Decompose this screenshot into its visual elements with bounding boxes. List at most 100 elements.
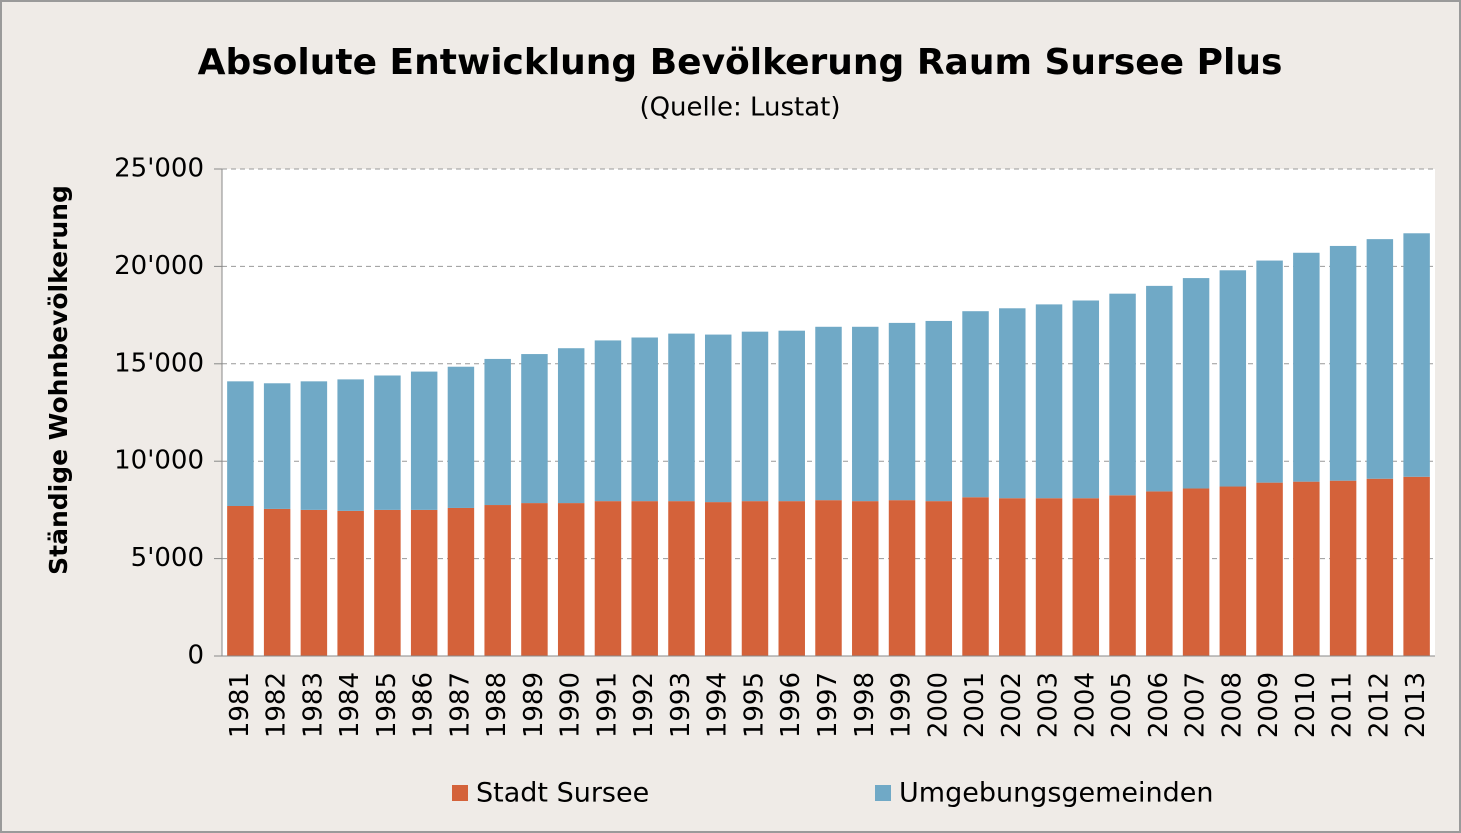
bar-segment	[263, 508, 291, 656]
bar-segment	[668, 501, 695, 656]
bar-segment	[1403, 476, 1430, 656]
x-tick-label: 2006	[1144, 672, 1174, 738]
x-tick-label: 2009	[1254, 672, 1284, 738]
bar-segment	[1403, 233, 1430, 477]
x-tick-label: 1984	[335, 672, 365, 738]
x-tick-label: 2002	[997, 672, 1027, 738]
bar-segment	[778, 330, 805, 502]
x-tick-label: 2007	[1181, 672, 1211, 738]
bar-segment	[1219, 486, 1247, 656]
bar-segment	[410, 509, 438, 656]
bar-segment	[1146, 285, 1173, 492]
x-tick-label: 1981	[225, 672, 255, 738]
y-tick-label: 0	[187, 641, 204, 671]
bar-segment	[1256, 482, 1283, 656]
x-tick-label: 1995	[739, 672, 769, 738]
bar-segment	[484, 358, 511, 506]
bar-segment	[1146, 491, 1173, 656]
x-tick-label: 1986	[409, 672, 439, 738]
x-tick-label: 1990	[556, 672, 586, 738]
legend-label: Stadt Sursee	[476, 778, 649, 809]
bar-segment	[300, 381, 328, 510]
bar-segment	[1219, 270, 1247, 487]
x-tick-label: 2000	[923, 672, 953, 738]
bar-segment	[1293, 252, 1320, 482]
bar-segment	[374, 509, 401, 656]
bar-segment	[227, 506, 254, 656]
chart-title: Absolute Entwicklung Bevölkerung Raum Su…	[198, 42, 1283, 83]
x-tick-label: 2003	[1034, 672, 1064, 738]
bar-segment	[1366, 239, 1394, 479]
x-tick-label: 1994	[703, 672, 733, 738]
bar-segment	[521, 503, 548, 656]
x-tick-label: 1999	[887, 672, 917, 738]
bar-segment	[1256, 260, 1283, 483]
bar-segment	[447, 507, 475, 656]
bar-segment	[815, 326, 842, 501]
legend-swatch	[875, 785, 891, 801]
bar-segment	[1072, 498, 1100, 656]
x-tick-label: 1989	[519, 672, 549, 738]
bar-segment	[300, 509, 328, 656]
bar-segment	[484, 505, 511, 656]
bar-segment	[594, 340, 622, 502]
y-tick-label: 25'000	[114, 154, 204, 184]
x-tick-label: 2004	[1070, 672, 1100, 738]
bar-segment	[1366, 478, 1394, 656]
x-tick-label: 2012	[1364, 672, 1394, 738]
bar-segment	[999, 498, 1026, 656]
y-axis-label: Ständige Wohnbevölkerung	[44, 185, 73, 575]
bar-segment	[521, 354, 548, 504]
bar-segment	[1109, 293, 1136, 496]
bar-segment	[815, 500, 842, 656]
y-tick-label: 15'000	[114, 348, 204, 378]
x-tick-label: 1998	[850, 672, 880, 738]
bar-segment	[888, 500, 916, 656]
x-tick-label: 1983	[298, 672, 328, 738]
bar-segment	[925, 501, 953, 656]
bar-segment	[1182, 488, 1210, 656]
bar-segment	[852, 501, 879, 656]
bar-segment	[1329, 480, 1357, 656]
x-tick-label: 2001	[960, 672, 990, 738]
chart-subtitle: (Quelle: Lustat)	[639, 93, 840, 123]
bar-segment	[557, 503, 585, 656]
x-tick-label: 2008	[1217, 672, 1247, 738]
x-tick-label: 2013	[1401, 672, 1431, 738]
bar-segment	[337, 510, 364, 656]
bar-segment	[631, 337, 658, 502]
bar-segment	[741, 331, 769, 502]
bar-segment	[447, 366, 475, 508]
bar-segment	[668, 333, 695, 502]
bar-segment	[337, 379, 364, 511]
bar-segment	[631, 501, 658, 656]
bar-segment	[1072, 300, 1100, 499]
bar-segment	[410, 371, 438, 510]
x-tick-label: 2010	[1291, 672, 1321, 738]
bar-segment	[227, 381, 254, 507]
x-tick-label: 1993	[666, 672, 696, 738]
x-tick-label: 1982	[262, 672, 292, 738]
bar-segment	[704, 502, 732, 656]
bar-segment	[1109, 495, 1136, 656]
bar-segment	[1329, 245, 1357, 481]
bar-segment	[888, 322, 916, 501]
bar-segment	[925, 320, 953, 502]
bar-segment	[852, 326, 879, 502]
legend-swatch	[452, 785, 468, 801]
bar-segment	[1293, 481, 1320, 656]
bar-segment	[263, 383, 291, 509]
x-tick-label: 1987	[445, 672, 475, 738]
bar-segment	[374, 375, 401, 510]
x-tick-label: 2005	[1107, 672, 1137, 738]
bar-segment	[704, 334, 732, 503]
y-tick-label: 20'000	[114, 251, 204, 281]
bar-segment	[999, 308, 1026, 499]
bar-segment	[557, 348, 585, 504]
y-tick-label: 10'000	[114, 446, 204, 476]
bar-segment	[962, 497, 989, 656]
y-tick-label: 5'000	[131, 543, 204, 573]
bar-segment	[1035, 498, 1063, 656]
x-tick-label: 2011	[1328, 672, 1358, 738]
bar-segment	[1035, 304, 1063, 499]
